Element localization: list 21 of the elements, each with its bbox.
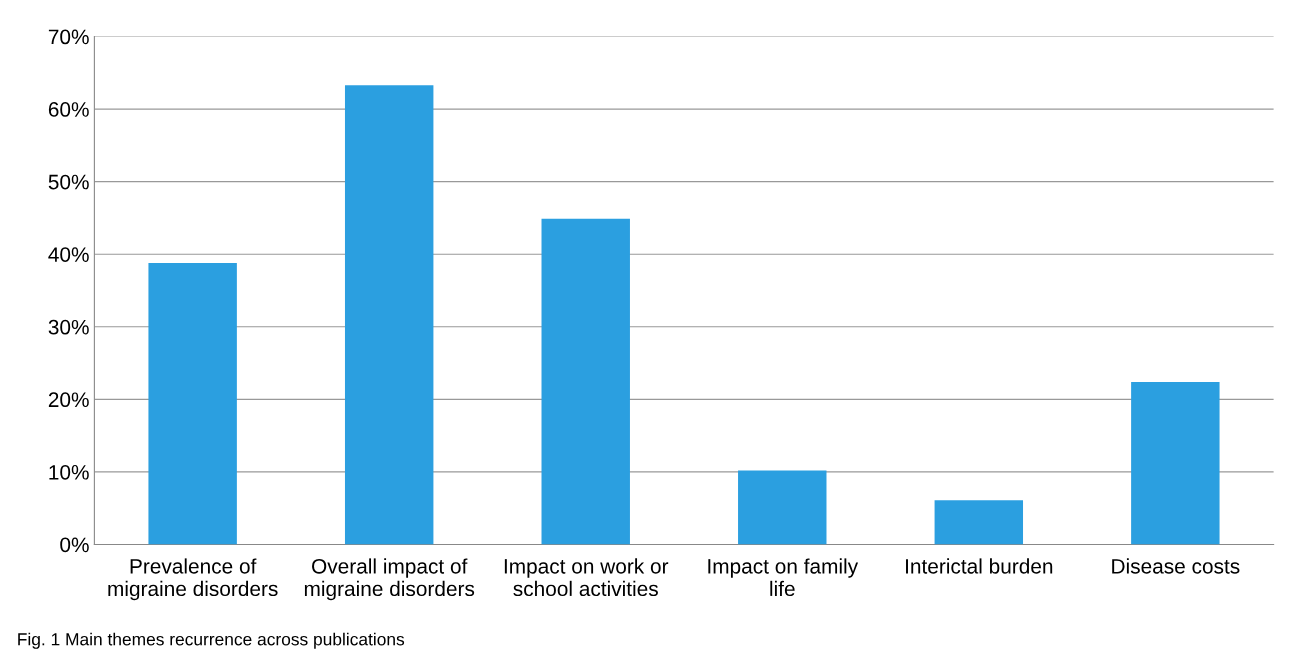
caption: Fig. 1 Main themes recurrence across publications <box>18 632 405 649</box>
y-tick-label: 50% <box>48 174 89 190</box>
y-tick-label: 30% <box>48 319 89 335</box>
x-tick-label: Impact on family life <box>708 558 859 597</box>
bar <box>148 262 237 545</box>
y-tick-label: 20% <box>48 392 89 408</box>
y-tick-label: 10% <box>49 464 89 480</box>
x-tick-label: Prevalence of migraine disorders <box>108 558 278 601</box>
x-tick-label: Overall impact of migraine disorders <box>304 558 475 601</box>
x-tick-label: Interictal burden <box>906 558 1053 574</box>
y-tick-label: 70% <box>48 29 89 45</box>
y-tick-label: 60% <box>48 102 89 117</box>
bar <box>541 218 630 545</box>
bar <box>738 470 827 545</box>
x-tick-label: Impact on work or school activities <box>504 558 669 597</box>
y-tick-label: 40% <box>48 247 89 262</box>
x-tick-label: Disease costs <box>1112 558 1240 574</box>
bar <box>1131 381 1220 545</box>
bar <box>344 85 434 545</box>
y-tick-label: 0% <box>60 537 89 553</box>
bar <box>934 500 1024 545</box>
